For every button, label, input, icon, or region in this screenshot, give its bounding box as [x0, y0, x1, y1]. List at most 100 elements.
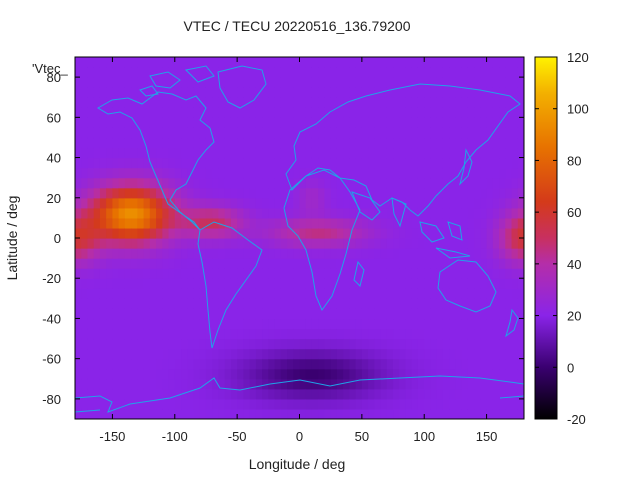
heatmap-cell	[361, 147, 369, 159]
heatmap-cell	[492, 238, 500, 249]
heatmap-cell	[75, 117, 82, 128]
heatmap-cell	[205, 338, 213, 350]
heatmap-cell	[168, 308, 176, 320]
heatmap-cell	[230, 137, 238, 149]
heatmap-cell	[212, 238, 220, 249]
heatmap-cell	[255, 298, 263, 309]
heatmap-cell	[449, 248, 457, 259]
heatmap-cell	[75, 268, 82, 279]
heatmap-cell	[193, 258, 201, 269]
heatmap-cell	[143, 57, 151, 68]
heatmap-cell	[106, 238, 114, 249]
heatmap-cell	[386, 368, 394, 380]
heatmap-cell	[268, 127, 276, 139]
heatmap-cell	[131, 107, 138, 118]
heatmap-cell	[318, 177, 326, 189]
heatmap-cell	[124, 248, 132, 259]
heatmap-cell	[343, 217, 350, 229]
heatmap-cell	[137, 147, 145, 159]
heatmap-cell	[287, 408, 294, 419]
y-tick-label: 40	[47, 151, 61, 166]
heatmap-cell	[199, 358, 207, 370]
heatmap-cell	[118, 137, 126, 149]
heatmap-cell	[374, 318, 382, 330]
heatmap-cell	[305, 288, 313, 299]
heatmap-cell	[368, 207, 375, 219]
heatmap-cell	[517, 77, 524, 88]
heatmap-cell	[255, 258, 263, 269]
heatmap-cell	[249, 358, 257, 370]
heatmap-cell	[237, 87, 244, 98]
heatmap-cell	[293, 57, 301, 68]
heatmap-cell	[106, 258, 114, 269]
heatmap-cell	[287, 117, 294, 128]
heatmap-cell	[361, 258, 369, 269]
heatmap-cell	[156, 117, 163, 128]
heatmap-cell	[218, 408, 226, 419]
heatmap-cell	[262, 338, 269, 350]
coast-australia	[437, 259, 497, 313]
heatmap-cell	[143, 348, 151, 360]
heatmap-cell	[143, 117, 151, 128]
heatmap-cell	[405, 77, 413, 88]
heatmap-cell	[75, 368, 82, 380]
heatmap-cell	[262, 107, 269, 118]
heatmap-cell	[118, 348, 126, 360]
heatmap-cell	[187, 167, 195, 179]
heatmap-cell	[168, 298, 176, 309]
heatmap-cell	[336, 318, 344, 330]
heatmap-cell	[343, 197, 350, 209]
heatmap-cell	[499, 398, 506, 410]
heatmap-cell	[330, 197, 338, 209]
heatmap-cell	[224, 268, 232, 279]
heatmap-cell	[118, 167, 126, 179]
heatmap-cell	[343, 308, 350, 320]
heatmap-cell	[299, 97, 307, 108]
heatmap-cell	[118, 147, 126, 159]
heatmap-cell	[318, 348, 326, 360]
heatmap-cell	[511, 238, 519, 249]
heatmap-cell	[156, 67, 163, 78]
heatmap-cell	[268, 388, 276, 400]
heatmap-cell	[280, 348, 288, 360]
heatmap-cell	[355, 288, 363, 299]
heatmap-cell	[318, 57, 326, 68]
heatmap-cell	[318, 137, 326, 149]
heatmap-cell	[193, 248, 201, 259]
heatmap-cell	[374, 137, 382, 149]
heatmap-cell	[230, 197, 238, 209]
heatmap-cell	[143, 157, 151, 169]
heatmap-cell	[199, 197, 207, 209]
heatmap-cell	[368, 187, 375, 199]
heatmap-cell	[430, 308, 438, 320]
heatmap-cell	[324, 388, 332, 400]
heatmap-cell	[137, 268, 145, 279]
heatmap-cell	[124, 368, 132, 380]
heatmap-cell	[349, 258, 357, 269]
heatmap-cell	[311, 107, 319, 118]
heatmap-cell	[417, 117, 425, 128]
heatmap-cell	[93, 338, 101, 350]
heatmap-cell	[149, 217, 157, 229]
heatmap-cell	[230, 388, 238, 400]
heatmap-cell	[106, 308, 114, 320]
heatmap-cell	[417, 217, 425, 229]
heatmap-cell	[324, 408, 332, 419]
heatmap-cell	[75, 378, 82, 390]
heatmap-cell	[343, 398, 350, 410]
heatmap-cell	[336, 117, 344, 128]
heatmap-cell	[137, 167, 145, 179]
heatmap-cell	[106, 87, 114, 98]
heatmap-cell	[224, 177, 232, 189]
heatmap-cell	[505, 77, 513, 88]
heatmap-cell	[81, 338, 89, 350]
heatmap-cell	[205, 388, 213, 400]
heatmap-cell	[299, 77, 307, 88]
heatmap-cell	[205, 97, 213, 108]
heatmap-cell	[399, 107, 407, 118]
heatmap-cell	[99, 97, 107, 108]
heatmap-cell	[212, 187, 220, 199]
heatmap-cell	[436, 137, 444, 149]
colorbar-tick-label: 100	[567, 102, 589, 117]
heatmap-cell	[330, 207, 338, 219]
